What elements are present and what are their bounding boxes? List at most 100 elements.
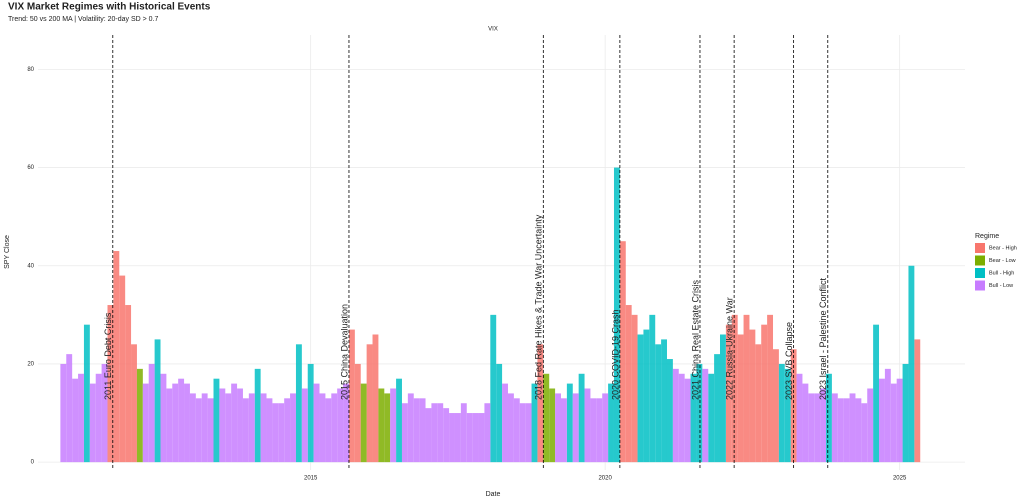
bar	[278, 403, 285, 463]
bar	[148, 363, 155, 463]
bar	[519, 403, 526, 463]
event-label: 2018 Fed Rate Hikes & Trade War Uncertai…	[534, 214, 544, 400]
bar	[873, 324, 880, 463]
bar	[884, 368, 891, 463]
bar	[902, 363, 909, 463]
bar	[248, 393, 255, 463]
bar	[301, 388, 308, 463]
bar	[908, 265, 915, 463]
chart-subtitle: Trend: 50 vs 200 MA | Volatility: 20-day…	[8, 16, 158, 23]
legend-label: Bear - High	[989, 245, 1017, 251]
bar	[396, 378, 402, 463]
bar	[378, 388, 385, 463]
bar	[166, 388, 173, 463]
bar	[260, 393, 267, 463]
bar	[814, 393, 821, 463]
bar	[142, 383, 149, 463]
bar	[366, 344, 373, 463]
bar	[113, 251, 120, 463]
bar	[690, 373, 697, 463]
bar	[213, 378, 220, 463]
bar	[431, 403, 438, 463]
bar	[237, 388, 243, 463]
bar	[331, 393, 338, 463]
bar	[608, 383, 614, 463]
bar	[831, 393, 838, 463]
bar	[743, 314, 750, 463]
x-tick-label: 2020	[598, 476, 612, 482]
bar	[708, 373, 715, 463]
x-tick-label: 2025	[893, 476, 907, 482]
legend-title: Regime	[975, 233, 999, 240]
bar	[661, 339, 667, 463]
bar	[778, 363, 785, 463]
bar	[360, 383, 367, 463]
bar	[513, 398, 520, 463]
bar	[472, 413, 479, 463]
bar	[590, 398, 597, 463]
event-label: 2020 COVID-19 Crash	[610, 309, 620, 400]
event-label: 2023 SVB Collapse	[784, 322, 794, 400]
bar	[531, 383, 538, 463]
bar	[454, 413, 461, 463]
bar	[566, 383, 573, 463]
legend-key	[975, 268, 985, 278]
bar	[325, 398, 332, 463]
bar	[60, 363, 67, 463]
event-label: 2015 China Devaluation	[339, 304, 349, 400]
bar	[354, 363, 361, 463]
bar	[555, 393, 561, 463]
bar	[879, 378, 885, 463]
y-tick-label: 0	[31, 460, 35, 466]
bar	[808, 393, 815, 463]
bar	[119, 275, 126, 463]
bar	[425, 408, 432, 463]
y-axis-label: SPY Close	[4, 235, 11, 269]
bar	[749, 329, 756, 463]
bar	[443, 408, 450, 463]
bar	[631, 314, 638, 463]
bar	[95, 373, 102, 463]
bar	[195, 398, 202, 463]
bar	[101, 363, 108, 463]
bar	[372, 334, 379, 463]
bar	[637, 334, 644, 463]
bar	[684, 378, 691, 463]
bar	[696, 363, 703, 463]
bar	[837, 398, 844, 463]
panel-label: VIX	[488, 27, 498, 33]
bar	[761, 324, 768, 463]
bar	[284, 398, 291, 463]
bar	[490, 314, 497, 463]
bar	[107, 305, 114, 463]
bar	[207, 398, 214, 463]
bar	[189, 393, 196, 463]
bar	[154, 339, 161, 463]
bar	[796, 373, 803, 463]
bar	[172, 383, 179, 463]
legend-label: Bull - High	[989, 270, 1014, 276]
bar	[313, 383, 320, 463]
bar	[867, 388, 874, 463]
bar	[178, 378, 185, 463]
bar	[89, 383, 96, 463]
bar	[719, 334, 726, 463]
bar	[649, 314, 656, 463]
legend-key	[975, 255, 985, 266]
bar	[755, 344, 762, 463]
bar	[525, 403, 532, 463]
bar	[78, 373, 84, 463]
bar	[643, 329, 650, 463]
bar	[602, 393, 609, 463]
bar	[578, 373, 585, 463]
bar	[666, 359, 673, 463]
bar	[295, 344, 302, 463]
bar	[390, 388, 397, 463]
bar	[419, 398, 426, 463]
bar	[572, 393, 579, 463]
bar	[343, 383, 349, 463]
event-label: 2011 Euro Debt Crisis	[103, 312, 113, 400]
bar	[242, 398, 249, 463]
bar	[496, 363, 503, 463]
